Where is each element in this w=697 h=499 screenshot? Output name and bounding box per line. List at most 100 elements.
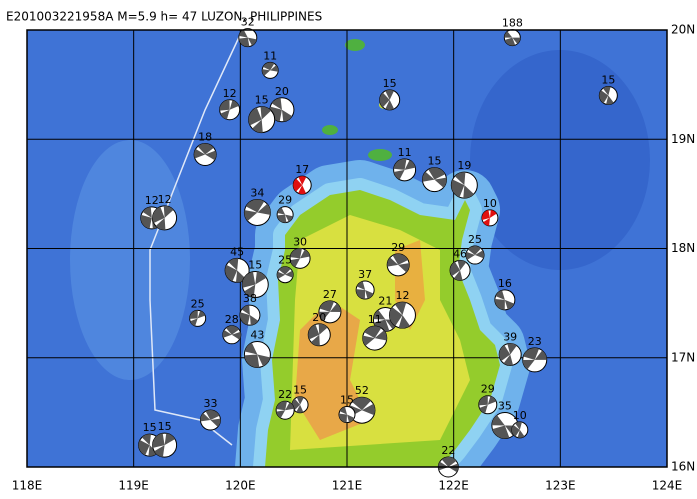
beachball-compression [494,299,505,310]
lon-tick-label: 122E [438,479,469,493]
beachball-compression [602,86,614,105]
lon-tick-label: 118E [12,479,43,493]
beachball-compression [483,209,497,226]
beachball-compression [238,37,250,47]
depth-label: 25 [468,233,482,246]
beachball [269,97,295,123]
beachball-compression [189,310,198,319]
beachball [481,209,499,227]
depth-label: 18 [198,131,212,144]
depth-label: 19 [457,159,471,172]
beachball [239,304,261,326]
depth-label: 15 [601,74,615,87]
depth-label: 10 [513,409,527,422]
beachball-compression [241,305,259,326]
beachball [189,309,207,327]
beachball [199,409,221,431]
depth-label: 29 [391,241,405,254]
depth-label: 21 [378,295,392,308]
beachball-compression [154,433,175,458]
beachball-compression [244,203,271,221]
depth-label: 22 [278,388,292,401]
depth-label: 12 [395,289,409,302]
beachball-compression [522,350,547,370]
beachball [355,280,375,300]
beachball-compression [225,264,238,282]
beachball-compression [385,89,395,110]
depth-label: 15 [293,384,307,397]
beachball-compression [200,413,221,427]
beachball [379,89,401,111]
depth-label: 17 [295,163,309,176]
beachball-compression [190,310,206,327]
beachball-compression [393,160,416,180]
beachball [238,28,258,48]
depth-label: 34 [250,186,264,199]
beachball-compression [495,290,515,310]
beachball-compression [197,143,214,155]
beachball-compression [451,179,465,198]
beachball [478,395,498,415]
depth-label: 15 [158,420,172,433]
beachball-compression [298,176,307,195]
beachball [362,325,388,351]
beachball [241,271,269,299]
beachball [307,323,331,347]
beachball [224,257,250,283]
beachball-compression [244,342,271,367]
beachball-compression [225,325,240,335]
beachball-compression [441,456,457,467]
lon-tick-label: 124E [652,479,683,493]
beachball [388,301,416,329]
beachball-compression [308,324,320,340]
beachball-compression [373,309,398,330]
beachball [289,247,311,269]
beachball-compression [450,261,461,277]
beachball-compression [222,329,241,340]
beachball-compression [252,106,272,133]
beachball-compression [238,29,257,46]
beachball-compression [515,421,525,438]
map-frame [26,29,668,468]
beachball-compression [219,99,230,111]
depth-label: 28 [225,313,239,326]
beachball-compression [140,214,152,229]
depth-label: 39 [503,330,517,343]
beachball-compression [356,289,366,300]
lon-tick-label: 123E [545,479,576,493]
beachball [152,205,178,231]
beachball-compression [504,31,521,44]
depth-label: 25 [191,297,205,310]
beachball-compression [362,330,387,346]
beachball-compression [318,303,341,321]
beachball-compression [339,413,347,423]
depth-label: 38 [243,292,257,305]
depth-label: 15 [427,155,441,168]
depth-label: 10 [483,197,497,210]
beachball-compression [296,396,304,413]
beachball [598,86,618,106]
beachball-compression [478,395,488,406]
lon-tick-label: 120E [225,479,256,493]
beachball-compression [152,433,165,448]
beachball-compression [428,167,446,180]
beachball-compression [263,62,275,71]
beachball-compression [276,402,295,419]
beachball [386,253,410,277]
depth-label: 52 [355,384,369,397]
beachball-compression [393,158,407,170]
depth-label: 16 [498,277,512,290]
beachball-compression [503,343,517,366]
beachball [503,29,521,47]
beachball [522,347,548,373]
beachball-compression [523,347,539,360]
beachball-compression [278,266,291,275]
beachball [494,289,516,311]
depth-label: 33 [203,397,217,410]
beachball-compression [138,440,150,456]
beachball [193,143,217,167]
lat-tick-label: 20N [671,23,695,37]
beachball-compression [152,206,165,224]
depth-label: 45 [230,245,244,258]
